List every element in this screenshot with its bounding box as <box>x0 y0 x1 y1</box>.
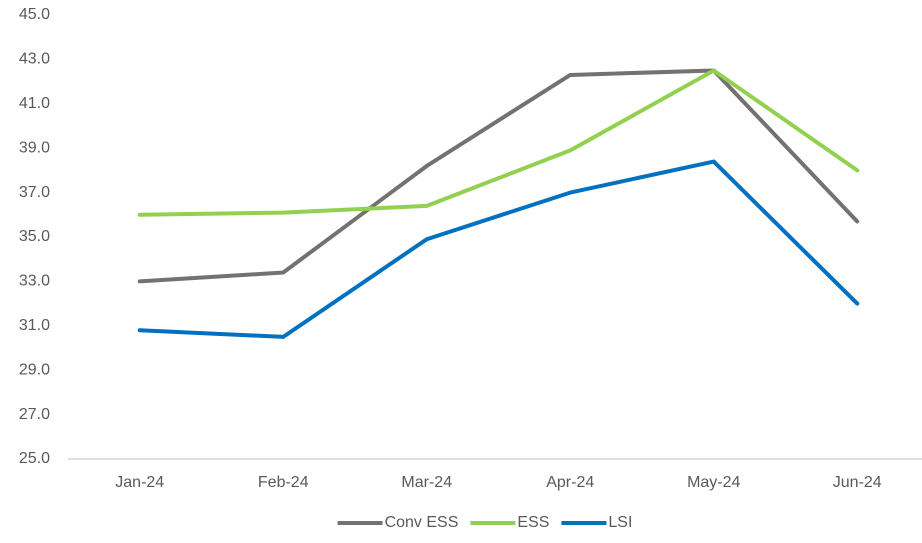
x-tick-label: Mar-24 <box>401 474 452 491</box>
y-tick-label: 37.0 <box>19 184 50 201</box>
series-line <box>137 68 860 217</box>
series-line <box>137 159 860 339</box>
y-tick-label: 41.0 <box>19 95 50 112</box>
y-tick-label: 39.0 <box>19 139 50 156</box>
x-tick-label: Jun-24 <box>833 474 882 491</box>
y-tick-label: 43.0 <box>19 51 50 68</box>
series-line <box>137 68 860 284</box>
x-tick-label: Jan-24 <box>115 474 164 491</box>
y-tick-label: 31.0 <box>19 317 50 334</box>
y-tick-label: 25.0 <box>19 450 50 467</box>
y-tick-label: 35.0 <box>19 228 50 245</box>
legend-label: Conv ESS <box>385 514 459 531</box>
y-tick-label: 45.0 <box>19 6 50 23</box>
x-tick-label: Feb-24 <box>258 474 309 491</box>
y-tick-label: 33.0 <box>19 273 50 290</box>
y-tick-label: 29.0 <box>19 361 50 378</box>
legend-label: LSI <box>608 514 632 531</box>
legend-label: ESS <box>517 514 549 531</box>
x-tick-label: May-24 <box>687 474 740 491</box>
x-tick-label: Apr-24 <box>546 474 594 491</box>
y-tick-label: 27.0 <box>19 406 50 423</box>
